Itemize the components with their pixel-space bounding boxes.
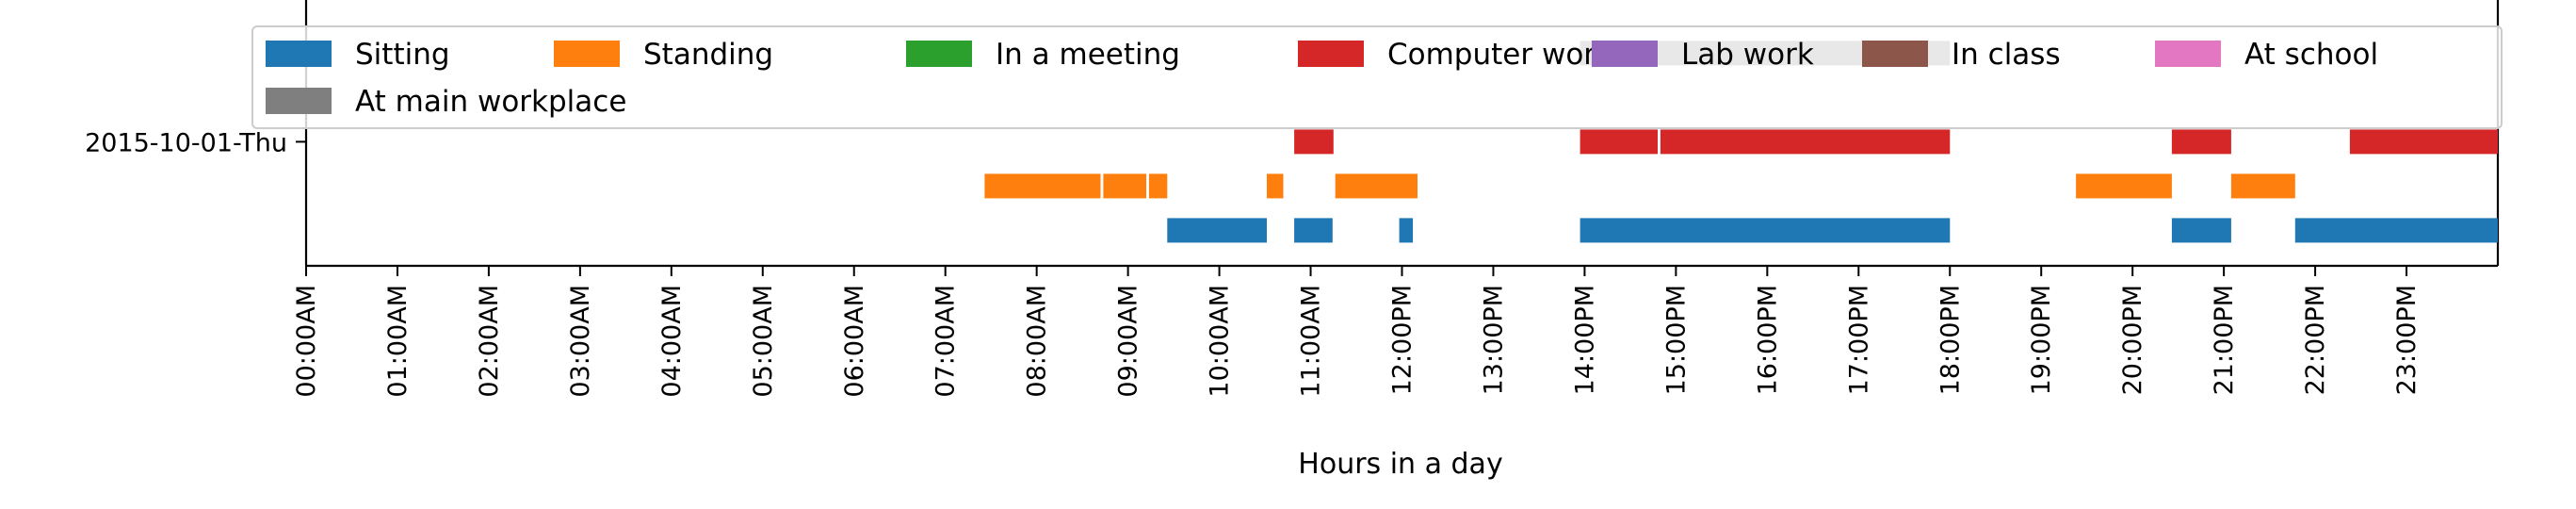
y-axis: 2015-10-01-Thu — [85, 128, 306, 157]
legend-swatch-in-a-meeting — [906, 41, 972, 67]
x-tick-label: 12:00PM — [1388, 285, 1418, 395]
segment-computer-work — [1294, 129, 1334, 155]
x-tick-label: 18:00PM — [1936, 285, 1965, 395]
x-tick-label: 23:00PM — [2392, 285, 2422, 395]
x-tick-label: 15:00PM — [1661, 285, 1691, 395]
x-tick-label: 10:00AM — [1206, 285, 1235, 398]
legend-label-computer-work: Computer work — [1387, 38, 1612, 72]
legend-swatch-in-class — [1862, 41, 1928, 67]
legend-label-at-main-workplace: At main workplace — [355, 85, 626, 119]
segment-sitting — [2171, 218, 2231, 243]
x-tick-label: 06:00AM — [840, 285, 869, 398]
legend-label-in-a-meeting: In a meeting — [996, 38, 1180, 72]
segment-sitting — [1399, 218, 1414, 243]
segment-standing — [2230, 173, 2295, 199]
legend-entry-computer-work: Computer work — [1298, 38, 1612, 72]
segment-computer-work — [2171, 129, 2231, 155]
legend: Sitting Standing In a meeting Computer work… — [251, 25, 2503, 129]
legend-label-in-class: In class — [1952, 38, 2061, 72]
legend-label-lab-work: Lab work — [1681, 38, 1814, 72]
legend-swatch-at-school — [2155, 41, 2221, 67]
x-tick-label: 09:00AM — [1114, 285, 1143, 398]
legend-label-at-school: At school — [2244, 38, 2378, 72]
legend-entry-lab-work: Lab work — [1592, 38, 1814, 72]
x-tick-label: 22:00PM — [2301, 285, 2330, 395]
x-tick-label: 21:00PM — [2210, 285, 2239, 395]
legend-swatch-at-main-workplace — [266, 88, 332, 114]
segment-standing — [984, 173, 1101, 199]
x-tick-label: 20:00PM — [2118, 285, 2147, 395]
segment-sitting — [1294, 218, 1333, 243]
segment-standing — [2076, 173, 2172, 199]
segment-computer-work — [1660, 129, 1951, 155]
segment-standing — [1103, 173, 1146, 199]
legend-swatch-computer-work — [1298, 41, 1364, 67]
x-tick-label: 05:00AM — [749, 285, 778, 398]
x-tick-label: 01:00AM — [383, 285, 413, 398]
segment-sitting — [2294, 218, 2498, 243]
plot-area — [304, 0, 2500, 268]
legend-swatch-sitting — [266, 41, 332, 67]
legend-entry-in-a-meeting: In a meeting — [906, 38, 1180, 72]
x-axis: 00:00AM 01:00AM 02:00AM 03:00AM 04:00AM 05:00… — [292, 266, 2422, 398]
segment-computer-work — [2349, 129, 2498, 155]
legend-entry-standing: Standing — [554, 38, 773, 72]
segment-standing — [1148, 173, 1168, 199]
x-tick-label: 04:00AM — [657, 285, 687, 398]
x-tick-label: 16:00PM — [1753, 285, 1782, 395]
segment-sitting — [1580, 218, 1951, 243]
segment-sitting — [1167, 218, 1267, 243]
x-tick-label: 17:00PM — [1844, 285, 1873, 395]
legend-swatch-lab-work — [1592, 41, 1658, 67]
segment-standing — [1267, 173, 1284, 199]
x-tick-label: 14:00PM — [1570, 285, 1599, 395]
legend-swatch-standing — [554, 41, 620, 67]
x-tick-label: 03:00AM — [566, 285, 595, 398]
x-tick-label: 08:00AM — [1023, 285, 1052, 398]
legend-label-standing: Standing — [643, 38, 773, 72]
legend-box — [251, 25, 2503, 129]
y-tick-label: 2015-10-01-Thu — [85, 128, 287, 157]
legend-entry-sitting: Sitting — [266, 38, 450, 72]
segment-computer-work — [1580, 129, 1658, 155]
legend-entry-in-class: In class — [1862, 38, 2061, 72]
x-tick-label: 19:00PM — [2027, 285, 2056, 395]
legend-label-sitting: Sitting — [355, 38, 450, 72]
x-axis-title: Hours in a day — [1298, 448, 1502, 481]
x-tick-label: 11:00AM — [1297, 285, 1326, 398]
x-tick-label: 07:00AM — [932, 285, 961, 398]
x-tick-label: 13:00PM — [1479, 285, 1508, 395]
segment-standing — [1335, 173, 1418, 199]
x-tick-label: 02:00AM — [475, 285, 504, 398]
x-tick-label: 00:00AM — [292, 285, 321, 398]
legend-entry-at-school: At school — [2155, 38, 2378, 72]
legend-entry-at-main-workplace: At main workplace — [266, 85, 626, 119]
